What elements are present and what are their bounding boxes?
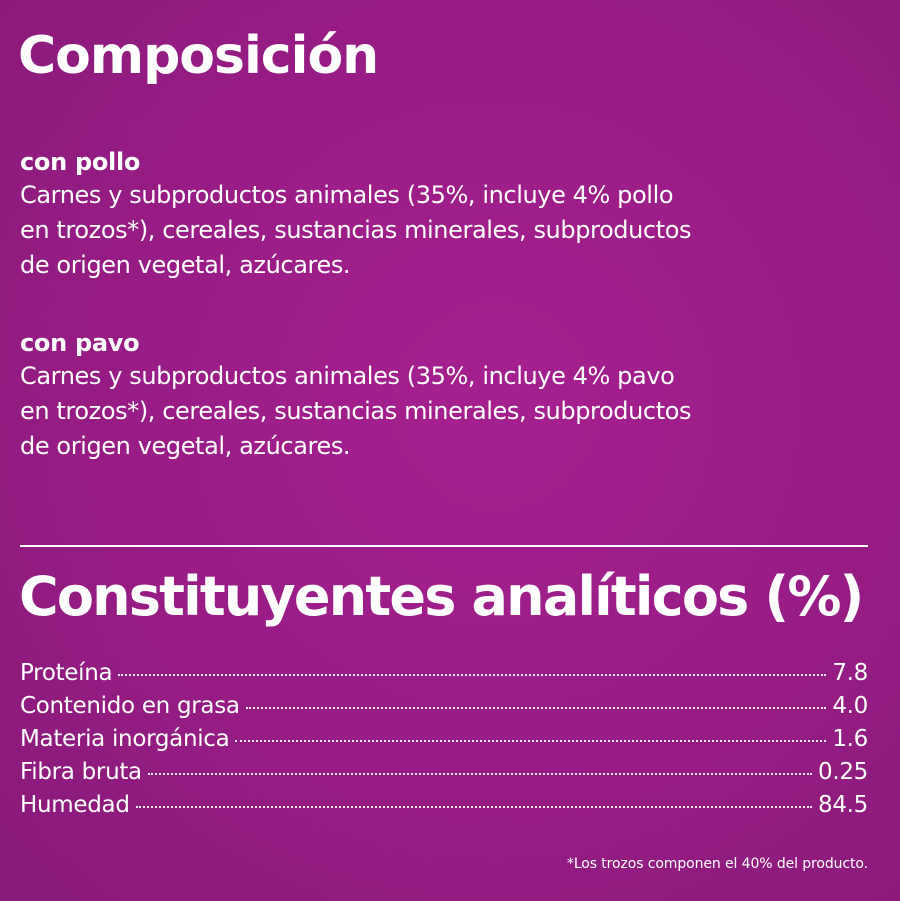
section-body-line: Carnes y subproductos animales (35%, inc…	[20, 181, 674, 209]
section-heading: con pavo	[20, 329, 140, 357]
analytic-row-materia-inorganica: Materia inorgánica 1.6	[20, 726, 868, 759]
dot-leader	[147, 773, 812, 775]
section-body-line: en trozos*), cereales, sustancias minera…	[20, 397, 692, 425]
section-body-line: de origen vegetal, azúcares.	[20, 432, 351, 460]
section-divider	[20, 545, 868, 547]
analytic-value: 7.8	[832, 660, 868, 686]
analytic-label: Proteína	[20, 660, 113, 686]
dot-leader	[118, 674, 827, 676]
composition-section-pollo: con pollo Carnes y subproductos animales…	[20, 146, 780, 283]
dot-leader	[135, 806, 812, 808]
analytic-value: 84.5	[817, 792, 868, 818]
analytic-label: Materia inorgánica	[20, 726, 230, 752]
analytic-value: 4.0	[832, 693, 868, 719]
dot-leader	[245, 707, 827, 709]
analytic-row-grasa: Contenido en grasa 4.0	[20, 693, 868, 726]
section-body-line: en trozos*), cereales, sustancias minera…	[20, 216, 692, 244]
analytic-row-fibra: Fibra bruta 0.25	[20, 759, 868, 792]
analytic-row-proteina: Proteína 7.8	[20, 660, 868, 693]
analytic-label: Contenido en grasa	[20, 693, 240, 719]
dot-leader	[235, 740, 827, 742]
analytic-value: 1.6	[832, 726, 868, 752]
analytic-value: 0.25	[817, 759, 868, 785]
analytic-label: Fibra bruta	[20, 759, 142, 785]
analytic-label: Humedad	[20, 792, 130, 818]
analytic-list: Proteína 7.8 Contenido en grasa 4.0 Mate…	[20, 660, 868, 825]
nutrition-panel: Composición con pollo Carnes y subproduc…	[18, 0, 868, 901]
section-heading: con pollo	[20, 148, 141, 176]
section-body-line: de origen vegetal, azúcares.	[20, 251, 351, 279]
analytic-title: Constituyentes analíticos (%)	[19, 565, 864, 628]
analytic-row-humedad: Humedad 84.5	[20, 792, 868, 825]
footnote: *Los trozos componen el 40% del producto…	[566, 856, 868, 872]
composition-section-pavo: con pavo Carnes y subproductos animales …	[20, 327, 780, 464]
composition-title: Composición	[18, 26, 379, 86]
section-body-line: Carnes y subproductos animales (35%, inc…	[20, 362, 675, 390]
